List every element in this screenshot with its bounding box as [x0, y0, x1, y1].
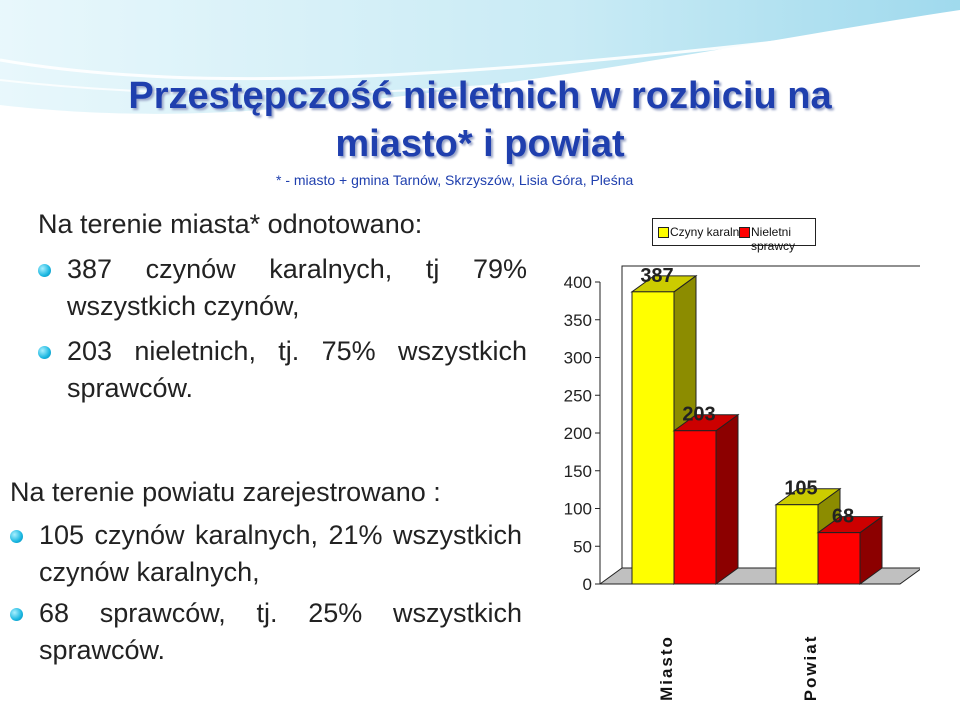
city-item-offenses: 387 czynów karalnych, tj 79% wszystkich … [38, 251, 527, 325]
bar-1-0 [775, 504, 819, 585]
data-label-1-0: 105 [784, 478, 817, 500]
data-label-1-1: 68 [832, 506, 854, 528]
y-tick-label: 400 [564, 273, 592, 292]
chart-back-wall [621, 265, 920, 569]
y-tick-label: 50 [573, 537, 592, 556]
bar-1-1 [817, 532, 861, 585]
page-subtitle: * - miasto + gmina Tarnów, Skrzyszów, Li… [276, 172, 634, 188]
y-tick-label: 150 [564, 462, 592, 481]
data-label-0-1: 203 [682, 404, 715, 426]
legend-swatch-czyny [658, 227, 669, 238]
county-item-offenders: 68 sprawców, tj. 25% wszystkich sprawców… [10, 595, 522, 669]
bar-chart: 0 50 100 150 200 250 300 350 400 387 203 105 68 Mia… [564, 265, 920, 700]
y-tick-label: 200 [564, 424, 592, 443]
city-heading: Na terenie miasta* odnotowano: [38, 209, 423, 239]
page-title-line1: Przestępczość nieletnich w rozbiciu na [128, 75, 832, 117]
page-title: Przestępczość nieletnich w rozbiciu na m… [60, 72, 900, 168]
county-section: Na terenie powiatu zarejestrowano : 105 … [10, 475, 530, 669]
data-label-0-0: 387 [640, 265, 673, 287]
y-tick-label: 250 [564, 386, 592, 405]
category-label-0: Miasto [657, 635, 676, 700]
bar-side-0-1 [715, 413, 739, 585]
category-label-1: Powiat [801, 635, 820, 700]
county-item-offenses: 105 czynów karalnych, 21% wszystkich czy… [10, 517, 522, 591]
city-item-offenders: 203 nieletnich, tj. 75% wszystkich spraw… [38, 333, 527, 407]
page-title-line2: miasto* i powiat [335, 123, 625, 165]
chart-legend: Czyny karalne Nieletni sprawcy [652, 218, 816, 253]
bar-0-0 [631, 291, 675, 585]
legend-label-nieletni: Nieletni sprawcy [751, 225, 796, 253]
y-tick-label: 100 [564, 500, 592, 519]
bar-0-1 [673, 430, 717, 585]
legend-label-czyny: Czyny karalne [670, 225, 747, 239]
decorative-wave-background [0, 0, 960, 114]
county-heading: Na terenie powiatu zarejestrowano : [10, 477, 441, 507]
y-tick-label: 300 [564, 349, 592, 368]
y-tick-label: 0 [583, 575, 592, 594]
city-section: Na terenie miasta* odnotowano: 387 czynó… [38, 207, 528, 407]
y-tick-label: 350 [564, 311, 592, 330]
legend-swatch-nieletni [739, 227, 750, 238]
